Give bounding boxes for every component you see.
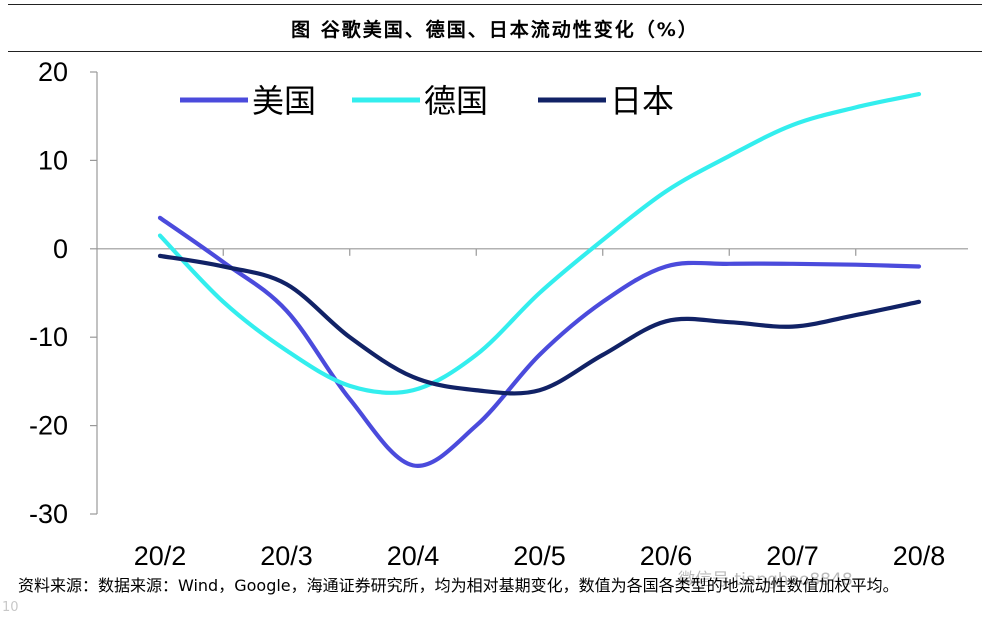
- y-tick-label: -20: [29, 411, 68, 441]
- y-tick-label: 10: [38, 145, 68, 175]
- legend-label: 德国: [424, 82, 488, 120]
- x-tick-label: 20/5: [513, 541, 566, 571]
- x-tick-label: 20/8: [893, 541, 946, 571]
- legend-label: 日本: [610, 82, 674, 120]
- line-chart: -30 -20 -10 0 10 20 20/2 20/3 20/4 20/5 20/6 20/7 20…: [29, 57, 968, 571]
- chart-title-bar: 图 谷歌美国、德国、日本流动性变化（%）: [8, 4, 982, 52]
- legend-label: 美国: [252, 82, 316, 120]
- watermark-corner: 10: [2, 600, 19, 615]
- watermark: 微信号 tianghao8848: [678, 570, 853, 590]
- x-tick-label: 20/7: [766, 541, 819, 571]
- y-tick-label: 0: [53, 234, 68, 264]
- series-line-japan: [157, 253, 922, 396]
- series-line-us: [157, 215, 922, 468]
- y-tick-label: -30: [29, 499, 68, 529]
- source-note: 资料来源：数据来源：Wind，Google，海通证券研究所，均为相对基期变化，数…: [18, 576, 899, 595]
- x-tick-label: 20/3: [260, 541, 313, 571]
- y-tick-label: -10: [29, 322, 68, 352]
- x-tick-label: 20/2: [134, 541, 187, 571]
- x-tick-label: 20/4: [387, 541, 440, 571]
- y-tick-label: 20: [38, 57, 68, 87]
- chart-title: 图 谷歌美国、德国、日本流动性变化（%）: [291, 18, 699, 41]
- x-tick-label: 20/6: [640, 541, 693, 571]
- series-line-germany: [157, 92, 922, 395]
